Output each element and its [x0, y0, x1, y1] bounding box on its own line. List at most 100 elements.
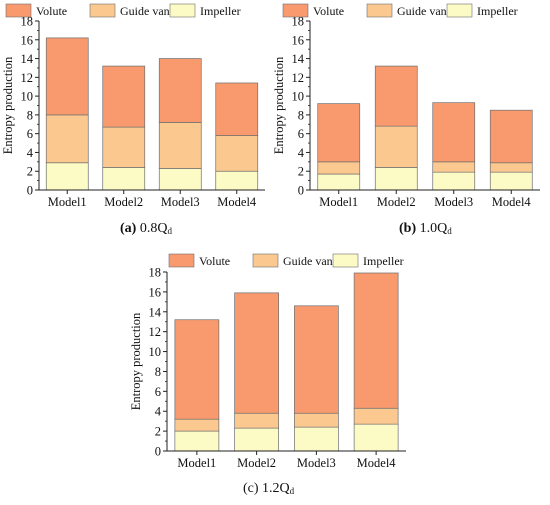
bar-guide-vane-model4	[489, 162, 533, 173]
y-tick-label-4: 4	[27, 146, 34, 160]
legend-label-volute: Volute	[36, 4, 67, 18]
bar-volute-model4	[353, 272, 399, 409]
y-tick-label-2: 2	[155, 425, 161, 439]
bar-impeller-model1	[317, 173, 361, 191]
legend-label-volute: Volute	[199, 254, 230, 268]
caption-b: (b) 1.0Qd	[399, 221, 452, 237]
bar-impeller-model4	[489, 171, 533, 191]
y-axis-label: Entropy production	[129, 312, 143, 410]
y-axis-label: Entropy production	[1, 56, 15, 154]
chart-body: Volute Guide vane Impeller Model1 Model2 Mode…	[1, 3, 265, 209]
bar-impeller-model4	[353, 423, 399, 452]
chart-body: Volute Guide vane Impeller Model1 Model2 Mode…	[129, 253, 406, 470]
caption-c-text: (c) 1.2Q	[243, 481, 290, 496]
y-tick-label-12: 12	[292, 71, 305, 85]
y-tick-label-4: 4	[155, 405, 162, 419]
bar-volute-model3	[294, 305, 339, 414]
y-tick-label-10: 10	[21, 90, 34, 104]
caption-b-text: 1.0Q	[419, 221, 448, 236]
x-tick-label-model1: Model1	[177, 456, 216, 470]
caption-c: (c) 1.2Qd	[243, 481, 294, 497]
bar-volute-model3	[158, 58, 202, 123]
y-tick-label-10: 10	[149, 345, 162, 359]
x-tick-label-model2: Model2	[237, 456, 276, 470]
y-tick-label-12: 12	[21, 71, 34, 85]
y-tick-label-2: 2	[27, 165, 33, 179]
bar-impeller-model2	[374, 167, 418, 191]
bar-volute-model2	[102, 65, 146, 128]
bar-guide-vane-model3	[294, 412, 339, 428]
legend-label-guide-vane: Guide vane	[397, 4, 452, 18]
bar-impeller-model2	[102, 167, 146, 191]
chart-panel-a: Volute Guide vane Impeller Model1 Model2 Mode…	[0, 0, 270, 209]
y-tick-label-14: 14	[292, 52, 305, 66]
bar-guide-vane-model4	[353, 407, 399, 425]
y-tick-label-2: 2	[298, 165, 304, 179]
chart-c-svg: Volute Guide vane Impeller Model1 Model2 Mode…	[129, 253, 406, 470]
y-axis-label: Entropy production	[272, 56, 286, 154]
bar-guide-vane-model4	[215, 135, 259, 172]
legend-swatch-impeller	[169, 3, 196, 18]
bar-impeller-model3	[294, 426, 339, 452]
legend-label-guide-vane: Guide vane	[283, 254, 338, 268]
caption-a-letter: (a)	[120, 221, 137, 236]
legend-swatch-impeller	[332, 253, 359, 268]
legend-swatch-volute	[168, 253, 195, 268]
y-tick-label-14: 14	[21, 52, 34, 66]
bar-guide-vane-model2	[374, 125, 418, 168]
bar-volute-model2	[374, 65, 418, 127]
legend-label-impeller: Impeller	[200, 4, 241, 18]
bar-guide-vane-model1	[45, 114, 89, 164]
bar-volute-model4	[215, 82, 259, 136]
caption-a-text: 0.8Q	[139, 221, 168, 236]
legend-swatch-impeller	[446, 3, 473, 18]
bar-volute-model1	[45, 37, 89, 116]
bar-volute-model1	[174, 319, 220, 420]
bar-volute-model3	[432, 102, 476, 163]
x-tick-label-model2: Model2	[104, 195, 143, 209]
chart-panel-c: Volute Guide vane Impeller Model1 Model2 Mode…	[129, 252, 410, 477]
legend-swatch-guide-vane	[89, 3, 116, 18]
y-tick-label-8: 8	[155, 365, 161, 379]
y-tick-label-18: 18	[149, 266, 162, 280]
legend-swatch-guide-vane	[252, 253, 279, 268]
x-tick-label-model4: Model4	[217, 195, 257, 209]
bar-impeller-model2	[234, 427, 279, 452]
bar-guide-vane-model1	[174, 418, 220, 432]
y-tick-label-8: 8	[298, 108, 304, 122]
caption-a: (a) 0.8Qd	[120, 221, 172, 237]
caption-b-sub: d	[447, 226, 452, 236]
y-tick-label-4: 4	[298, 146, 305, 160]
x-tick-label-model3: Model3	[434, 195, 473, 209]
bar-impeller-model3	[158, 168, 202, 191]
y-tick-label-6: 6	[155, 385, 161, 399]
chart-body: Volute Guide vane Impeller Model1 Model2 Mode…	[272, 3, 540, 209]
chart-a-svg: Volute Guide vane Impeller Model1 Model2 Mode…	[1, 3, 265, 209]
y-tick-label-12: 12	[149, 325, 162, 339]
x-tick-label-model2: Model2	[377, 195, 416, 209]
bar-impeller-model3	[432, 171, 476, 191]
legend-swatch-volute	[282, 3, 309, 18]
bar-guide-vane-model2	[234, 412, 279, 429]
caption-c-sub: d	[289, 486, 295, 496]
x-tick-label-model1: Model1	[319, 195, 358, 209]
x-tick-label-model4: Model4	[357, 456, 397, 470]
bar-guide-vane-model3	[432, 161, 476, 173]
y-tick-label-0: 0	[27, 184, 33, 198]
y-tick-label-6: 6	[27, 127, 33, 141]
x-tick-label-model3: Model3	[161, 195, 200, 209]
legend-label-impeller: Impeller	[477, 4, 518, 18]
y-tick-label-0: 0	[298, 184, 304, 198]
y-tick-label-6: 6	[298, 127, 304, 141]
bar-volute-model4	[489, 109, 533, 164]
legend-swatch-volute	[5, 3, 32, 18]
chart-panel-b: Volute Guide vane Impeller Model1 Model2 Mode…	[272, 0, 545, 209]
x-tick-label-model3: Model3	[297, 456, 336, 470]
y-tick-label-0: 0	[155, 445, 161, 459]
bar-volute-model2	[234, 292, 279, 414]
y-tick-label-18: 18	[292, 15, 305, 29]
y-tick-label-14: 14	[149, 305, 162, 319]
bar-guide-vane-model3	[158, 122, 202, 169]
chart-b-svg: Volute Guide vane Impeller Model1 Model2 Mode…	[272, 3, 540, 209]
bar-impeller-model4	[215, 170, 259, 191]
